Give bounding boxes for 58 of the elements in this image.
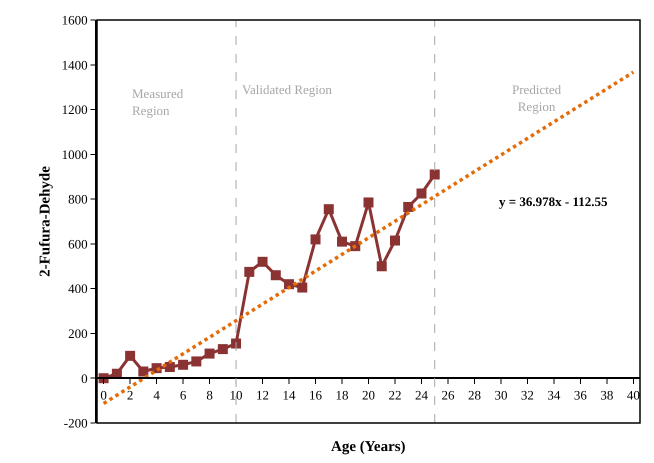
y-tick-label: 200 [68, 326, 88, 341]
x-tick-label: 24 [414, 388, 428, 403]
x-tick-label: 40 [626, 388, 640, 403]
y-tick-label: 1200 [62, 102, 88, 118]
point [191, 356, 202, 366]
x-tick-label: 32 [520, 388, 534, 403]
x-tick-label: 2 [126, 388, 134, 403]
y-tick-label: 1000 [62, 146, 88, 162]
point [416, 188, 426, 199]
y-axis-title: 2-Fufura-Dehyde [37, 166, 54, 277]
y-tick-label: 800 [68, 192, 88, 207]
point [204, 348, 215, 359]
x-tick-label: 0 [100, 388, 107, 403]
point [258, 256, 268, 267]
x-tick-label: 12 [256, 388, 270, 403]
y-tick-label: 600 [68, 236, 88, 252]
point [138, 366, 148, 377]
y-tick-label: 400 [68, 281, 88, 296]
point [390, 236, 400, 246]
point [376, 261, 387, 272]
x-tick-label: 38 [600, 388, 614, 403]
x-tick-label: 8 [206, 388, 213, 403]
y-tick-label: 1600 [62, 12, 88, 28]
y-tick-label: 0 [81, 370, 88, 386]
x-axis-title: Age (Years) [331, 439, 406, 455]
point [430, 169, 440, 180]
x-tick-label: 18 [336, 388, 349, 403]
x-tick-label: 16 [309, 388, 323, 403]
point [125, 350, 136, 361]
x-tick-label: 10 [230, 388, 243, 403]
x-tick-label: 22 [388, 388, 402, 403]
annotation: Validated Region [242, 82, 332, 97]
point [231, 338, 242, 349]
point [324, 204, 334, 214]
annotation: Predicted Region [512, 82, 562, 114]
x-tick-label: 26 [441, 388, 455, 403]
x-tick-label: 30 [494, 388, 508, 403]
point [244, 266, 254, 277]
point [218, 344, 228, 354]
annotation: y = 36.978x - 112.55 [499, 194, 608, 209]
point [403, 202, 414, 212]
x-tick-label: 20 [362, 388, 375, 403]
point [364, 197, 374, 208]
point [270, 270, 281, 280]
annotation: Measured Region [132, 86, 184, 118]
x-tick-label: 4 [153, 388, 160, 403]
y-tick-label: 1400 [62, 57, 88, 72]
x-tick-label: 28 [468, 388, 481, 403]
x-tick-label: 14 [282, 388, 296, 403]
x-tick-label: 36 [574, 388, 588, 403]
x-tick-label: 34 [547, 388, 561, 403]
y-tick-label: -200 [64, 416, 88, 431]
point [297, 282, 308, 293]
point [310, 234, 321, 244]
point [164, 362, 175, 372]
point [178, 360, 188, 370]
x-tick-label: 6 [180, 388, 187, 403]
point [337, 236, 348, 247]
